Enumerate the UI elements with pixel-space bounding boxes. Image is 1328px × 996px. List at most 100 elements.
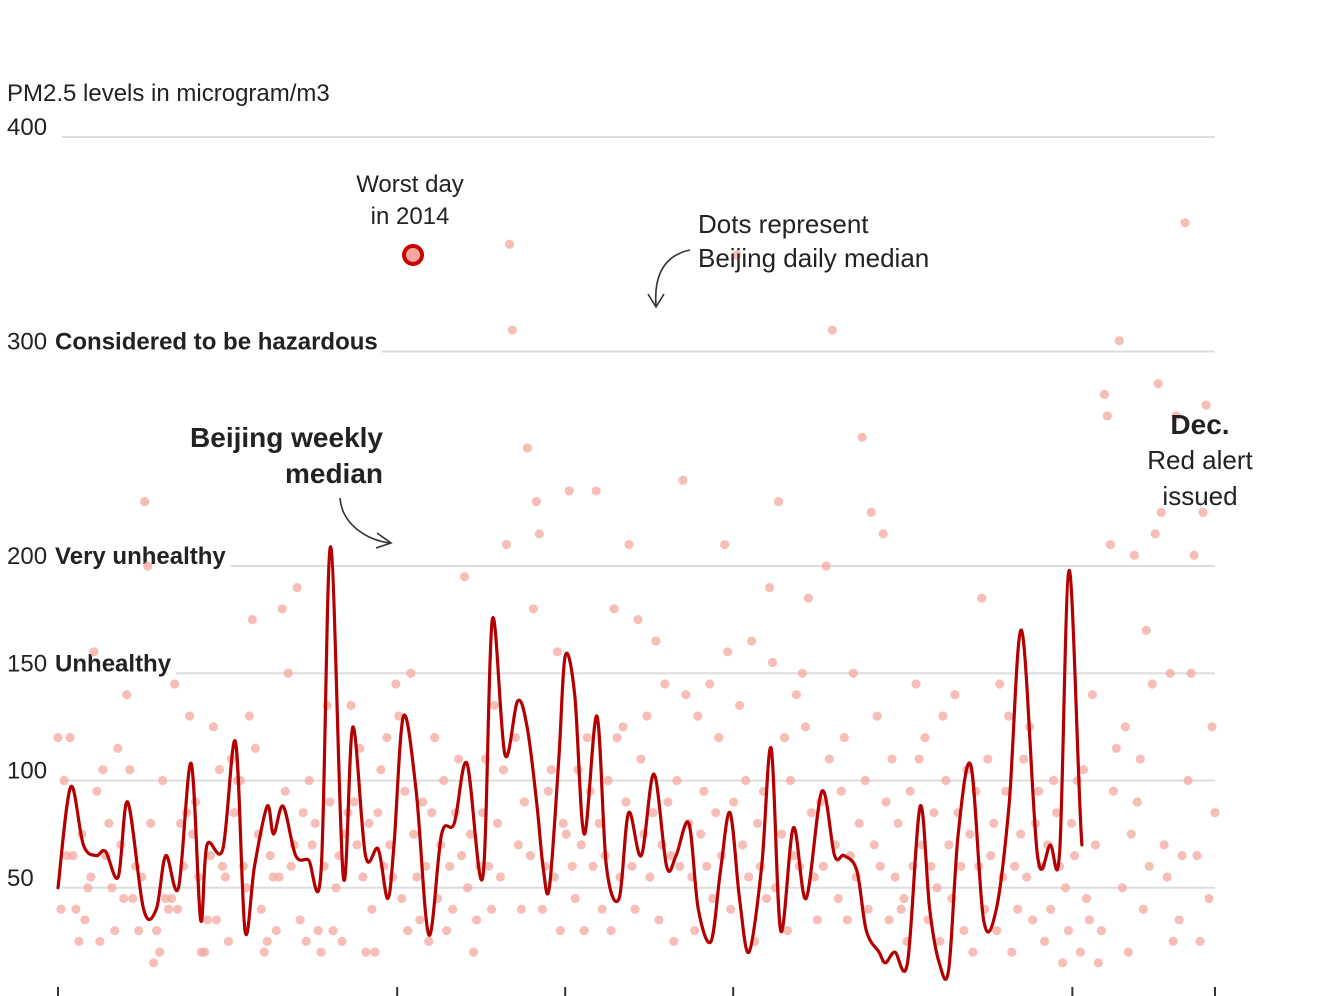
daily-dot (645, 872, 655, 882)
daily-dot (507, 325, 518, 335)
daily-dot (872, 711, 882, 721)
daily-dot (1129, 550, 1139, 560)
daily-dot (143, 561, 153, 571)
daily-dot (890, 872, 900, 882)
daily-dot (358, 872, 368, 882)
daily-dot (1123, 947, 1133, 957)
daily-dot (400, 786, 410, 796)
daily-dot (262, 936, 272, 946)
daily-dot (869, 840, 879, 850)
daily-dot (884, 915, 894, 925)
daily-dot (1087, 690, 1098, 700)
daily-dot (705, 679, 715, 689)
daily-dot (1195, 936, 1205, 946)
daily-dot (295, 915, 305, 925)
daily-dot (941, 775, 951, 786)
daily-dot (1063, 926, 1074, 936)
daily-dot (98, 765, 108, 775)
daily-note-line2: Beijing daily median (698, 243, 929, 273)
daily-dot (989, 818, 999, 829)
daily-dot (926, 861, 936, 871)
daily-dot (146, 818, 156, 829)
daily-dot (373, 808, 383, 818)
weekly-note-line2: median (285, 458, 383, 489)
daily-dot (107, 883, 117, 893)
daily-dot (462, 883, 473, 893)
daily-dot (448, 904, 458, 914)
daily-dot (217, 861, 228, 871)
daily-dot (920, 733, 930, 743)
daily-dot (367, 904, 377, 914)
daily-dot (409, 829, 419, 839)
daily-dot (391, 679, 401, 689)
december-annotation: Dec. Red alert issued (1147, 409, 1253, 511)
daily-dot (1126, 829, 1136, 839)
daily-dot (158, 775, 168, 786)
daily-dot (648, 808, 658, 818)
daily-dot (956, 861, 966, 871)
daily-dot (1010, 861, 1020, 871)
daily-dot (582, 733, 592, 743)
daily-dot (938, 711, 948, 721)
daily-dot (513, 840, 524, 850)
daily-dot (292, 582, 302, 593)
daily-dot (385, 840, 395, 850)
daily-dot (854, 818, 864, 829)
svg-text:in 2014: in 2014 (371, 203, 450, 230)
daily-dot (723, 647, 733, 657)
daily-dot (74, 936, 84, 946)
daily-dot (504, 239, 515, 249)
daily-dot (1075, 947, 1086, 957)
daily-dot (588, 861, 598, 871)
daily-dot (1171, 411, 1181, 421)
daily-median-dots (53, 218, 1220, 968)
daily-dot (412, 872, 422, 882)
weekly-median-annotation: Beijing weekly median (190, 422, 393, 549)
y-tick-label-200: 200 Very unhealthy (7, 543, 226, 570)
daily-dot (699, 786, 709, 796)
y-tick-value: 50 (7, 865, 34, 892)
y-tick-label-bg (5, 543, 231, 574)
daily-dot (747, 636, 757, 646)
daily-dot (418, 797, 428, 807)
daily-dot (211, 915, 222, 925)
daily-dot (812, 915, 822, 925)
daily-dot (325, 797, 335, 807)
daily-dot (95, 936, 105, 946)
daily-dot (797, 668, 808, 678)
daily-dot (944, 840, 954, 850)
daily-dot (516, 904, 526, 914)
daily-dot (382, 733, 392, 743)
daily-dot (929, 808, 939, 818)
dec-note-line3: issued (1162, 481, 1237, 511)
daily-dot (445, 861, 455, 871)
daily-dot (1165, 668, 1175, 678)
daily-dot (1108, 786, 1118, 796)
daily-dot (298, 808, 308, 818)
daily-dot (1192, 850, 1202, 861)
daily-dot (307, 840, 317, 850)
daily-dot (140, 497, 150, 507)
daily-dot (122, 690, 132, 700)
daily-dot (735, 700, 745, 711)
y-tick-label-400: 400 (7, 114, 47, 141)
dec-note-line1: Dec. (1170, 409, 1229, 440)
daily-dot (406, 668, 416, 678)
daily-dot (678, 475, 688, 485)
daily-dot (1084, 915, 1095, 925)
daily-dot (83, 883, 93, 893)
weekly-median-line (56, 545, 1084, 981)
daily-dot (259, 947, 269, 957)
daily-dot (346, 700, 356, 711)
daily-dot (71, 904, 81, 914)
daily-dot (113, 743, 123, 753)
daily-dot (394, 711, 404, 721)
daily-dot (729, 797, 739, 807)
daily-dot (726, 904, 736, 914)
gridlines (62, 136, 1215, 889)
daily-dot (110, 926, 120, 936)
daily-dot (561, 829, 571, 839)
daily-dot (1078, 765, 1089, 775)
daily-dot (570, 893, 580, 904)
daily-dot (495, 872, 506, 882)
